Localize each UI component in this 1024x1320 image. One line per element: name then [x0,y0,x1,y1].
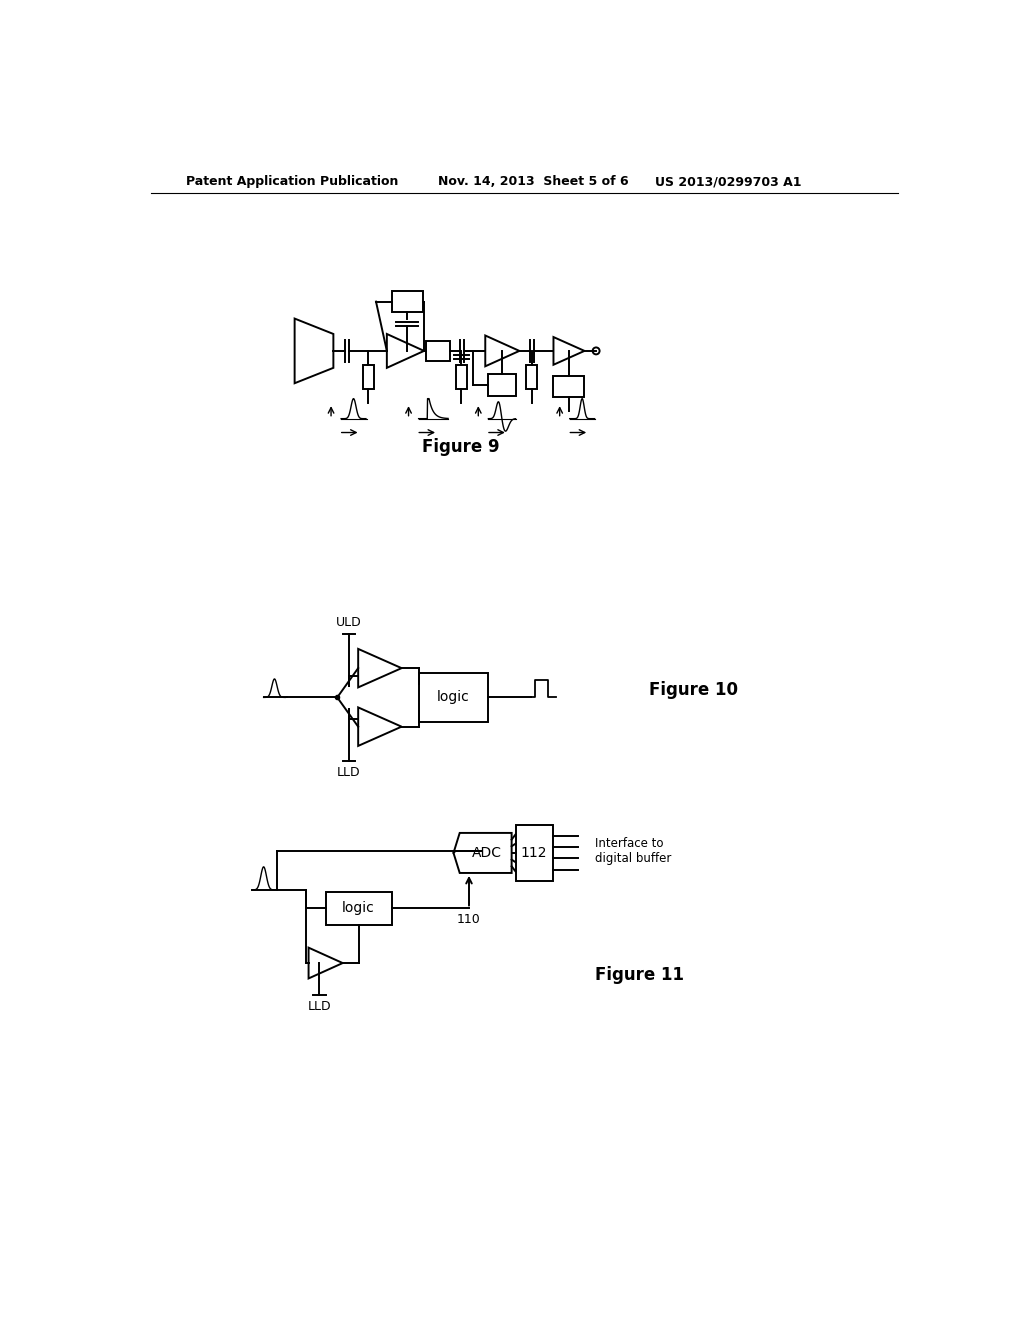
Text: US 2013/0299703 A1: US 2013/0299703 A1 [655,176,802,187]
Text: Figure 11: Figure 11 [595,966,684,983]
Text: logic: logic [342,902,375,915]
Polygon shape [358,708,401,746]
Text: Figure 10: Figure 10 [649,681,738,698]
Text: 110: 110 [457,912,481,925]
Text: LLD: LLD [337,766,360,779]
Text: LLD: LLD [307,1001,331,1014]
Text: Figure 9: Figure 9 [423,438,500,457]
Text: 112: 112 [521,846,548,859]
Polygon shape [308,948,343,978]
Polygon shape [358,649,401,688]
Text: ULD: ULD [336,616,361,630]
Text: logic: logic [437,690,470,705]
Text: ADC: ADC [471,846,502,859]
Text: Patent Application Publication: Patent Application Publication [186,176,398,187]
Text: Nov. 14, 2013  Sheet 5 of 6: Nov. 14, 2013 Sheet 5 of 6 [438,176,629,187]
Text: Interface to
digital buffer: Interface to digital buffer [595,837,672,866]
Polygon shape [454,833,512,873]
